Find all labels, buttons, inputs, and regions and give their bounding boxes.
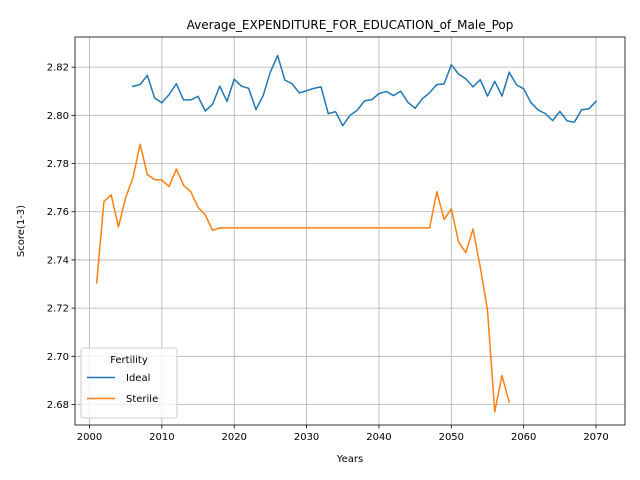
chart-title: Average_EXPENDITURE_FOR_EDUCATION_of_Mal… <box>187 18 514 32</box>
legend-title: Fertility <box>110 355 148 366</box>
legend-label-sterile: Sterile <box>126 394 158 405</box>
x-axis-title: Years <box>336 454 363 465</box>
y-tick-label: 2.80 <box>47 111 69 122</box>
x-tick-label: 2020 <box>221 432 246 443</box>
x-tick-label: 2070 <box>583 432 608 443</box>
legend: Fertility Ideal Sterile <box>81 348 177 418</box>
y-tick-label: 2.82 <box>47 63 69 74</box>
x-tick-label: 2030 <box>294 432 319 443</box>
y-tick-label: 2.76 <box>47 207 69 218</box>
x-tick-label: 2040 <box>366 432 391 443</box>
y-axis-title: Score(1-3) <box>16 205 27 257</box>
y-tick-label: 2.78 <box>47 159 69 170</box>
x-tick-label: 2010 <box>149 432 174 443</box>
y-tick-label: 2.70 <box>47 352 69 363</box>
x-tick-label: 2000 <box>77 432 102 443</box>
y-tick-label: 2.68 <box>47 400 69 411</box>
y-tick-label: 2.74 <box>47 255 69 266</box>
x-tick-label: 2060 <box>511 432 536 443</box>
y-tick-label: 2.72 <box>47 304 69 315</box>
legend-label-ideal: Ideal <box>126 373 150 384</box>
x-tick-label: 2050 <box>439 432 464 443</box>
